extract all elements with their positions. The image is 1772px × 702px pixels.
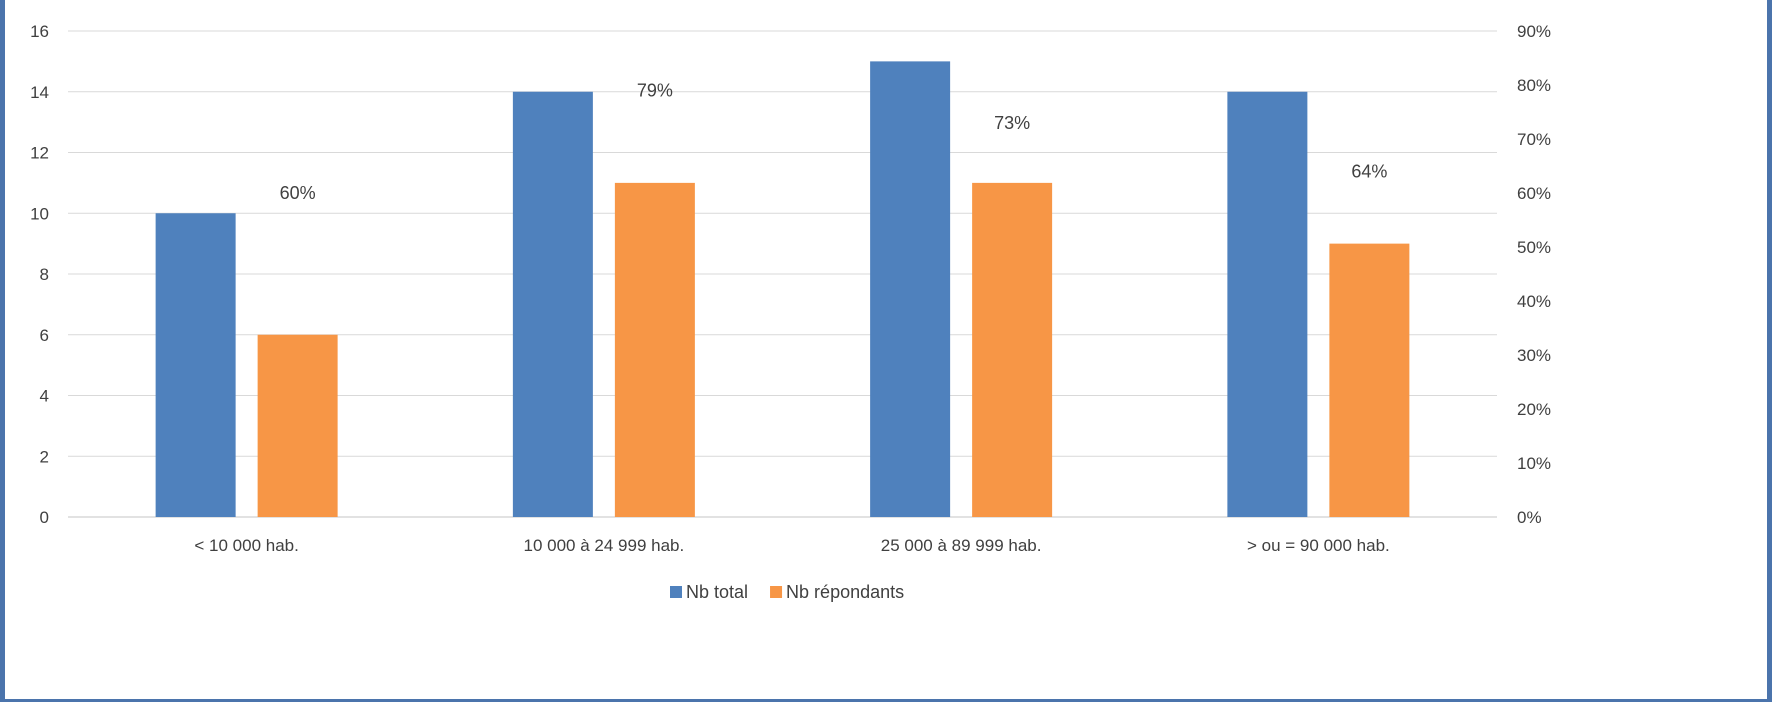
bar-nb-total <box>1227 91 1308 517</box>
y2-tick-label: 60% <box>1517 184 1551 203</box>
bar-nb-repondants <box>614 182 695 517</box>
y2-tick-label: 30% <box>1517 346 1551 365</box>
percentage-data-label: 64% <box>1351 161 1387 181</box>
bar-nb-repondants <box>257 334 338 517</box>
y-tick-label: 16 <box>30 22 49 41</box>
legend-swatch-nb-repondants <box>770 586 783 598</box>
percentage-labels: 60% 79% 73% 64% <box>280 80 1388 203</box>
secondary-y-axis: 0% 10% 20% 30% 40% 50% 60% 70% 80% 90% <box>1517 22 1551 527</box>
legend-swatch-nb-total <box>670 586 682 598</box>
x-category-label: > ou = 90 000 hab. <box>1247 536 1390 555</box>
chart-svg: 60% 79% 73% 64% 0 2 4 6 8 10 12 14 16 0% 10% 20% 30% 40… <box>30 22 1551 602</box>
percentage-data-label: 79% <box>637 80 673 100</box>
y-tick-label: 12 <box>30 144 49 163</box>
primary-y-axis: 0 2 4 6 8 10 12 14 16 <box>30 22 49 527</box>
legend-label-nb-total: Nb total <box>686 582 748 602</box>
y-tick-label: 4 <box>40 387 49 406</box>
percentage-data-label: 73% <box>994 113 1030 133</box>
legend-label-nb-repondants: Nb répondants <box>786 582 904 602</box>
y2-tick-label: 50% <box>1517 238 1551 257</box>
y2-tick-label: 90% <box>1517 22 1551 41</box>
percentage-data-label: 60% <box>280 183 316 203</box>
bar-nb-total <box>155 213 236 517</box>
y-tick-label: 2 <box>40 447 49 466</box>
y-tick-label: 8 <box>40 265 49 284</box>
bar-nb-repondants <box>1329 243 1410 517</box>
y-tick-label: 14 <box>30 83 49 102</box>
x-category-label: < 10 000 hab. <box>194 536 298 555</box>
y-tick-label: 6 <box>40 326 49 345</box>
y2-tick-label: 70% <box>1517 130 1551 149</box>
legend: Nb total Nb répondants <box>670 582 904 602</box>
y-tick-label: 10 <box>30 204 49 223</box>
bar-nb-repondants <box>972 182 1053 517</box>
y2-tick-label: 40% <box>1517 292 1551 311</box>
y2-tick-label: 80% <box>1517 76 1551 95</box>
y2-tick-label: 10% <box>1517 454 1551 473</box>
y2-tick-label: 0% <box>1517 508 1542 527</box>
x-axis: < 10 000 hab. 10 000 à 24 999 hab. 25 000 … <box>194 536 1389 555</box>
x-category-label: 10 000 à 24 999 hab. <box>524 536 685 555</box>
bar-nb-total <box>512 91 593 517</box>
bar-nb-total <box>870 61 951 517</box>
y-tick-label: 0 <box>40 508 49 527</box>
x-category-label: 25 000 à 89 999 hab. <box>881 536 1042 555</box>
y2-tick-label: 20% <box>1517 400 1551 419</box>
bars <box>155 61 1410 517</box>
